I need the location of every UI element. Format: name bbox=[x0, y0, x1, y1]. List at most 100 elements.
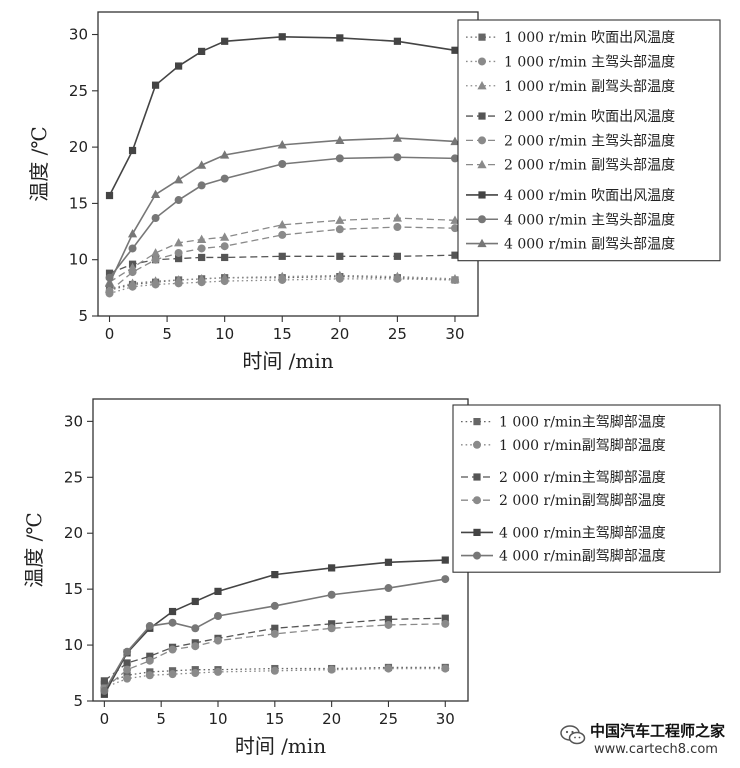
data-point bbox=[277, 140, 287, 149]
legend-label: 2 000 r/min副驾脚部温度 bbox=[499, 493, 666, 509]
data-point bbox=[336, 252, 344, 260]
series-line bbox=[103, 578, 446, 692]
series-3 bbox=[100, 619, 450, 693]
y-axis-title: 温度 /℃ bbox=[22, 512, 46, 587]
data-point bbox=[168, 607, 177, 616]
data-point bbox=[151, 255, 160, 264]
data-point bbox=[278, 252, 286, 260]
data-point bbox=[327, 665, 336, 674]
data-point bbox=[327, 624, 336, 633]
data-point bbox=[146, 652, 154, 660]
data-point bbox=[105, 191, 114, 200]
data-point bbox=[168, 670, 177, 679]
data-point bbox=[151, 81, 160, 89]
series-line bbox=[109, 226, 455, 292]
legend-item: 4 000 r/min 副驾头部温度 bbox=[466, 237, 675, 253]
data-point bbox=[191, 669, 200, 678]
legend-marker bbox=[478, 57, 486, 66]
data-point bbox=[335, 215, 345, 224]
data-point bbox=[450, 154, 459, 163]
legend-item: 1 000 r/min副驾脚部温度 bbox=[461, 438, 666, 454]
x-tick-label: 0 bbox=[105, 325, 115, 343]
data-point bbox=[451, 46, 459, 54]
data-point bbox=[174, 248, 183, 257]
legend-label: 2 000 r/min 吹面出风温度 bbox=[504, 109, 675, 125]
data-point bbox=[175, 62, 183, 70]
data-point bbox=[278, 230, 287, 239]
y-tick-label: 5 bbox=[78, 307, 88, 325]
data-point bbox=[271, 624, 279, 632]
data-point bbox=[335, 225, 344, 234]
data-point bbox=[191, 597, 199, 606]
data-point bbox=[197, 160, 207, 169]
data-point bbox=[335, 135, 345, 144]
legend-marker bbox=[478, 33, 486, 41]
data-point bbox=[105, 287, 114, 296]
data-point bbox=[105, 269, 114, 277]
legend-item: 1 000 r/min 副驾头部温度 bbox=[466, 79, 675, 95]
data-point bbox=[145, 656, 154, 665]
legend-label: 1 000 r/min 主驾头部温度 bbox=[504, 54, 675, 70]
watermark: 中国汽车工程师之家 www.cartech8.com bbox=[560, 718, 735, 764]
data-point bbox=[384, 664, 393, 673]
data-point bbox=[384, 615, 393, 623]
legend-marker bbox=[473, 551, 481, 560]
legend-marker bbox=[478, 112, 486, 120]
legend-marker bbox=[473, 440, 481, 449]
data-point bbox=[174, 174, 184, 184]
series-line bbox=[103, 617, 446, 682]
data-point bbox=[384, 620, 393, 629]
y-tick-label: 30 bbox=[64, 412, 83, 430]
y-tick-label: 25 bbox=[69, 82, 88, 100]
y-tick-label: 20 bbox=[64, 524, 83, 542]
x-tick-label: 25 bbox=[379, 710, 398, 728]
legend-item: 4 000 r/min 吹面出风温度 bbox=[466, 188, 675, 204]
legend-marker bbox=[473, 418, 481, 426]
data-point bbox=[270, 601, 279, 610]
legend-item: 2 000 r/min副驾脚部温度 bbox=[461, 493, 666, 509]
data-point bbox=[278, 33, 286, 41]
data-point bbox=[123, 647, 132, 656]
legend-marker bbox=[477, 238, 487, 248]
data-point bbox=[450, 136, 460, 146]
series-5 bbox=[100, 575, 450, 695]
y-tick-label: 10 bbox=[64, 636, 83, 654]
legend-item: 4 000 r/min主驾脚部温度 bbox=[461, 525, 666, 541]
data-point bbox=[175, 254, 183, 263]
x-tick-label: 15 bbox=[273, 325, 292, 343]
data-point bbox=[191, 642, 200, 651]
x-tick-label: 15 bbox=[265, 710, 284, 728]
y-tick-label: 15 bbox=[64, 580, 83, 598]
y-tick-label: 5 bbox=[73, 692, 83, 710]
wechat-icon bbox=[560, 725, 586, 745]
data-point bbox=[104, 278, 115, 287]
data-point bbox=[168, 645, 177, 654]
data-point bbox=[220, 242, 229, 251]
legend-label: 4 000 r/min 主驾头部温度 bbox=[504, 212, 675, 228]
data-point bbox=[393, 223, 402, 232]
legend-label: 2 000 r/min主驾脚部温度 bbox=[499, 470, 666, 486]
data-point bbox=[100, 677, 108, 685]
legend-item: 2 000 r/min 吹面出风温度 bbox=[466, 109, 675, 125]
x-tick-label: 5 bbox=[162, 325, 172, 343]
legend-label: 4 000 r/min 吹面出风温度 bbox=[504, 188, 675, 204]
data-point bbox=[392, 213, 402, 222]
legend-item: 2 000 r/min 副驾头部温度 bbox=[466, 158, 675, 174]
legend-marker bbox=[478, 136, 486, 145]
data-point bbox=[174, 275, 184, 284]
x-tick-label: 20 bbox=[330, 325, 349, 343]
legend-label: 4 000 r/min 副驾头部温度 bbox=[504, 237, 675, 253]
data-point bbox=[335, 270, 345, 280]
series-4 bbox=[100, 556, 449, 698]
watermark-brand: 中国汽车工程师之家 bbox=[590, 722, 726, 740]
y-tick-label: 30 bbox=[69, 26, 88, 44]
data-point bbox=[441, 619, 450, 628]
data-point bbox=[168, 618, 177, 627]
data-point bbox=[450, 274, 460, 283]
x-axis-title: 时间 /min bbox=[235, 734, 326, 758]
x-tick-label: 0 bbox=[100, 710, 110, 728]
legend-marker bbox=[473, 496, 481, 505]
data-point bbox=[335, 154, 344, 163]
legend-label: 1 000 r/min副驾脚部温度 bbox=[499, 438, 666, 454]
